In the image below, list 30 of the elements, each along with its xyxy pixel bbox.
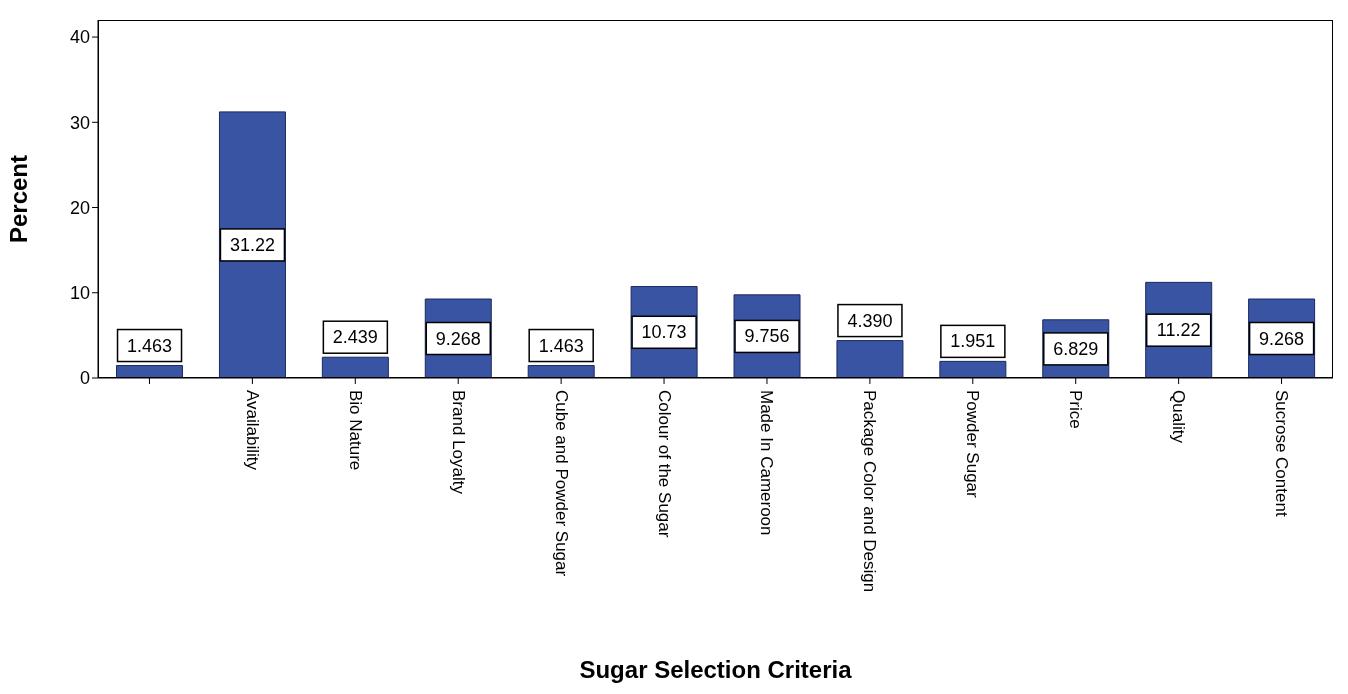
- x-tick-label: Cube and Powder Sugar: [551, 390, 571, 577]
- data-label: 10.73: [641, 322, 687, 343]
- y-axis-title: Percent: [4, 154, 32, 244]
- data-label: 31.22: [229, 234, 275, 255]
- data-label: 6.829: [1053, 338, 1099, 359]
- x-tick-label: Made In Cameroon: [757, 390, 777, 536]
- data-label: 11.22: [1156, 320, 1201, 341]
- x-axis-title: Sugar Selection Criteria: [579, 656, 853, 683]
- y-tick-label: 30: [69, 112, 90, 133]
- x-tick-label: Powder Sugar: [963, 390, 983, 499]
- data-label: 2.439: [332, 327, 378, 348]
- y-tick-label: 0: [79, 368, 90, 389]
- x-tick-label: Bio Nature: [345, 390, 365, 471]
- y-tick-label: 20: [69, 197, 90, 218]
- data-label: 9.756: [744, 326, 790, 347]
- data-label: 1.463: [127, 335, 173, 356]
- x-tick-label: Package Color and Design: [860, 390, 880, 593]
- x-tick-label: Sucrose Content: [1272, 390, 1292, 517]
- x-tick-label: Price: [1066, 390, 1086, 429]
- x-tick-label: Quality: [1169, 390, 1189, 444]
- data-label: 1.463: [538, 335, 584, 356]
- x-tick-label: Brand Loyalty: [448, 390, 468, 495]
- data-label: 9.268: [1259, 328, 1305, 349]
- data-label: 4.390: [847, 310, 893, 331]
- y-tick-label: 40: [69, 27, 90, 48]
- y-tick-label: 10: [69, 283, 90, 304]
- data-label: 9.268: [435, 328, 481, 349]
- x-tick-label: Availability: [242, 390, 262, 471]
- x-tick-label: Colour of the Sugar: [654, 390, 674, 538]
- data-label: 1.951: [950, 331, 996, 352]
